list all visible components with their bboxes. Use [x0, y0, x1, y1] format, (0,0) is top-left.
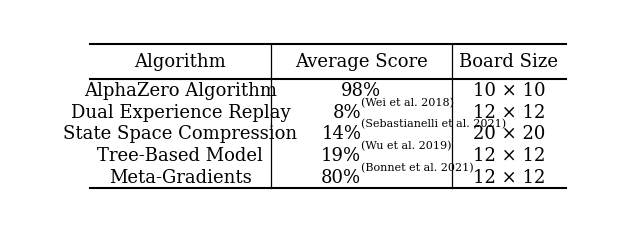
- Text: Tree-Based Model: Tree-Based Model: [97, 147, 263, 165]
- Text: (Sebastianelli et al. 2021): (Sebastianelli et al. 2021): [362, 119, 506, 129]
- Text: Algorithm: Algorithm: [134, 53, 227, 71]
- Text: (Bonnet et al. 2021): (Bonnet et al. 2021): [362, 162, 474, 172]
- Text: 14%: 14%: [321, 125, 362, 143]
- Text: Board Size: Board Size: [460, 53, 559, 71]
- Text: 20 × 20: 20 × 20: [473, 125, 545, 143]
- Text: Dual Experience Replay: Dual Experience Replay: [70, 103, 290, 121]
- Text: 12 × 12: 12 × 12: [473, 168, 545, 186]
- Text: 80%: 80%: [321, 168, 362, 186]
- Text: (Wei et al. 2018): (Wei et al. 2018): [362, 97, 454, 107]
- Text: 10 × 10: 10 × 10: [472, 81, 545, 99]
- Text: 8%: 8%: [333, 103, 362, 121]
- Text: 12 × 12: 12 × 12: [473, 147, 545, 165]
- Text: 98%: 98%: [341, 81, 381, 99]
- Text: Meta-Gradients: Meta-Gradients: [109, 168, 252, 186]
- Text: AlphaZero Algorithm: AlphaZero Algorithm: [84, 81, 277, 99]
- Text: Average Score: Average Score: [295, 53, 428, 71]
- Text: 12 × 12: 12 × 12: [473, 103, 545, 121]
- Text: State Space Compression: State Space Compression: [63, 125, 298, 143]
- Text: (Wu et al. 2019): (Wu et al. 2019): [362, 140, 452, 151]
- Text: 19%: 19%: [321, 147, 362, 165]
